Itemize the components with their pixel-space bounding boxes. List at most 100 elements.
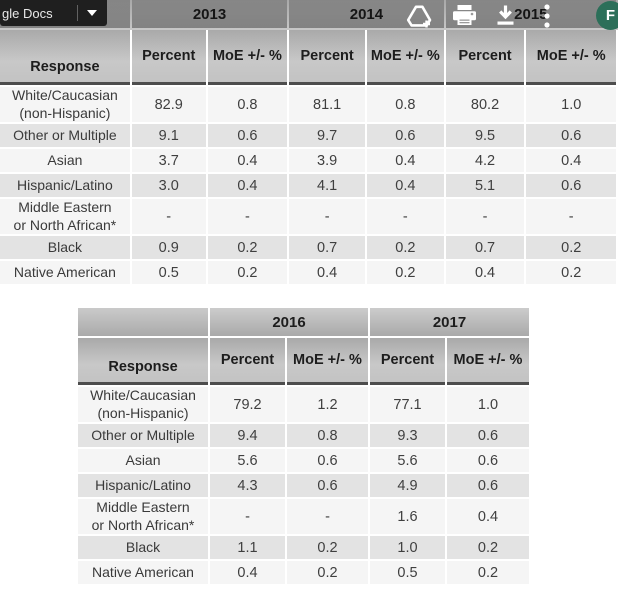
- account-avatar[interactable]: F: [596, 1, 618, 30]
- value-cell: 0.7: [445, 236, 525, 259]
- sub-header: MoE +/- %: [526, 30, 616, 85]
- value-cell: 0.2: [287, 536, 368, 559]
- value-cell: 9.4: [210, 424, 285, 447]
- value-cell: 0.6: [447, 474, 529, 497]
- year-header: 2015: [445, 0, 616, 28]
- value-cell: 0.4: [367, 149, 444, 172]
- open-with-google-docs-button[interactable]: gle Docs: [0, 0, 107, 26]
- response-label: Hispanic/Latino: [78, 474, 208, 497]
- table-row: Middle Eastern or North African* - - - - - -: [0, 199, 616, 234]
- year-header: 2017: [370, 308, 529, 336]
- value-cell: -: [289, 199, 366, 234]
- table-2013-2015: 2013 2014 2015 Response Percent MoE +/- % Perc…: [0, 0, 618, 286]
- value-cell: 80.2: [445, 87, 525, 122]
- table-row: Black 1.1 0.2 1.0 0.2: [78, 536, 529, 559]
- response-label: Asian: [78, 449, 208, 472]
- year-header: 2013: [131, 0, 288, 28]
- value-cell: 0.4: [367, 174, 444, 197]
- value-cell: 4.2: [445, 149, 525, 172]
- value-cell: 9.3: [370, 424, 445, 447]
- table-row: Other or Multiple 9.1 0.6 9.7 0.6 9.5 0.6: [0, 124, 616, 147]
- value-cell: 1.1: [210, 536, 285, 559]
- value-cell: -: [287, 499, 368, 534]
- value-cell: 5.6: [210, 449, 285, 472]
- response-label: Black: [78, 536, 208, 559]
- download-icon[interactable]: [494, 4, 517, 32]
- value-cell: 0.4: [289, 261, 366, 284]
- table-row: Asian 5.6 0.6 5.6 0.6: [78, 449, 529, 472]
- value-cell: 0.2: [367, 236, 444, 259]
- table-row: Native American 0.4 0.2 0.5 0.2: [78, 561, 529, 584]
- table-row: Black 0.9 0.2 0.7 0.2 0.7 0.2: [0, 236, 616, 259]
- sub-header: MoE +/- %: [447, 338, 529, 385]
- value-cell: 4.3: [210, 474, 285, 497]
- response-label: Other or Multiple: [0, 124, 130, 147]
- value-cell: 0.2: [207, 261, 288, 284]
- value-cell: 9.7: [289, 124, 366, 147]
- value-cell: 1.0: [447, 387, 529, 422]
- value-cell: 0.9: [131, 236, 206, 259]
- table-2016-2017: 2016 2017 Response Percent MoE +/- % Percent M…: [76, 306, 531, 586]
- table-row: Asian 3.7 0.4 3.9 0.4 4.2 0.4: [0, 149, 616, 172]
- response-label: Asian: [0, 149, 130, 172]
- value-cell: 0.8: [367, 87, 444, 122]
- value-cell: 0.2: [526, 261, 616, 284]
- response-label: White/Caucasian (non-Hispanic): [78, 387, 208, 422]
- table-row: Hispanic/Latino 3.0 0.4 4.1 0.4 5.1 0.6: [0, 174, 616, 197]
- value-cell: 0.2: [287, 561, 368, 584]
- value-cell: 0.4: [207, 174, 288, 197]
- value-cell: 1.2: [287, 387, 368, 422]
- docs-pill-label: gle Docs: [2, 5, 53, 21]
- table-row: Hispanic/Latino 4.3 0.6 4.9 0.6: [78, 474, 529, 497]
- sub-header: MoE +/- %: [207, 30, 288, 85]
- table-row: Other or Multiple 9.4 0.8 9.3 0.6: [78, 424, 529, 447]
- value-cell: 0.5: [131, 261, 206, 284]
- ethnicity-table-2013-2015: 2013 2014 2015 Response Percent MoE +/- % Perc…: [0, 0, 618, 286]
- value-cell: 82.9: [131, 87, 206, 122]
- value-cell: 0.6: [447, 424, 529, 447]
- corner-cell: [78, 308, 208, 336]
- value-cell: 79.2: [210, 387, 285, 422]
- value-cell: 0.8: [207, 87, 288, 122]
- response-header: Response: [0, 30, 130, 85]
- value-cell: 5.6: [370, 449, 445, 472]
- response-label: Black: [0, 236, 130, 259]
- sub-header: MoE +/- %: [287, 338, 368, 385]
- response-header: Response: [78, 338, 208, 385]
- sub-header: MoE +/- %: [367, 30, 444, 85]
- value-cell: 4.9: [370, 474, 445, 497]
- value-cell: 0.4: [210, 561, 285, 584]
- value-cell: 9.1: [131, 124, 206, 147]
- sub-header: Percent: [131, 30, 206, 85]
- pill-divider: [77, 5, 78, 21]
- value-cell: 0.4: [445, 261, 525, 284]
- sub-header: Percent: [445, 30, 525, 85]
- print-icon[interactable]: [452, 4, 477, 32]
- value-cell: 0.6: [367, 124, 444, 147]
- value-cell: 0.5: [370, 561, 445, 584]
- value-cell: 0.4: [207, 149, 288, 172]
- value-cell: 0.6: [526, 124, 616, 147]
- value-cell: 3.0: [131, 174, 206, 197]
- add-to-drive-icon[interactable]: [406, 4, 433, 33]
- value-cell: -: [367, 199, 444, 234]
- sub-header: Percent: [370, 338, 445, 385]
- value-cell: 0.6: [447, 449, 529, 472]
- value-cell: 5.1: [445, 174, 525, 197]
- more-options-icon[interactable]: [543, 3, 551, 34]
- ethnicity-table-2016-2017: 2016 2017 Response Percent MoE +/- % Percent M…: [76, 306, 531, 586]
- value-cell: 0.2: [367, 261, 444, 284]
- value-cell: 9.5: [445, 124, 525, 147]
- table-row: White/Caucasian (non-Hispanic) 82.9 0.8 81.…: [0, 87, 616, 122]
- response-label: Other or Multiple: [78, 424, 208, 447]
- value-cell: 77.1: [370, 387, 445, 422]
- value-cell: 0.2: [526, 236, 616, 259]
- chevron-down-icon[interactable]: [87, 10, 97, 16]
- value-cell: 0.7: [289, 236, 366, 259]
- value-cell: 4.1: [289, 174, 366, 197]
- sub-header: Percent: [289, 30, 366, 85]
- response-label: Native American: [0, 261, 130, 284]
- value-cell: 0.6: [526, 174, 616, 197]
- value-cell: 0.4: [447, 499, 529, 534]
